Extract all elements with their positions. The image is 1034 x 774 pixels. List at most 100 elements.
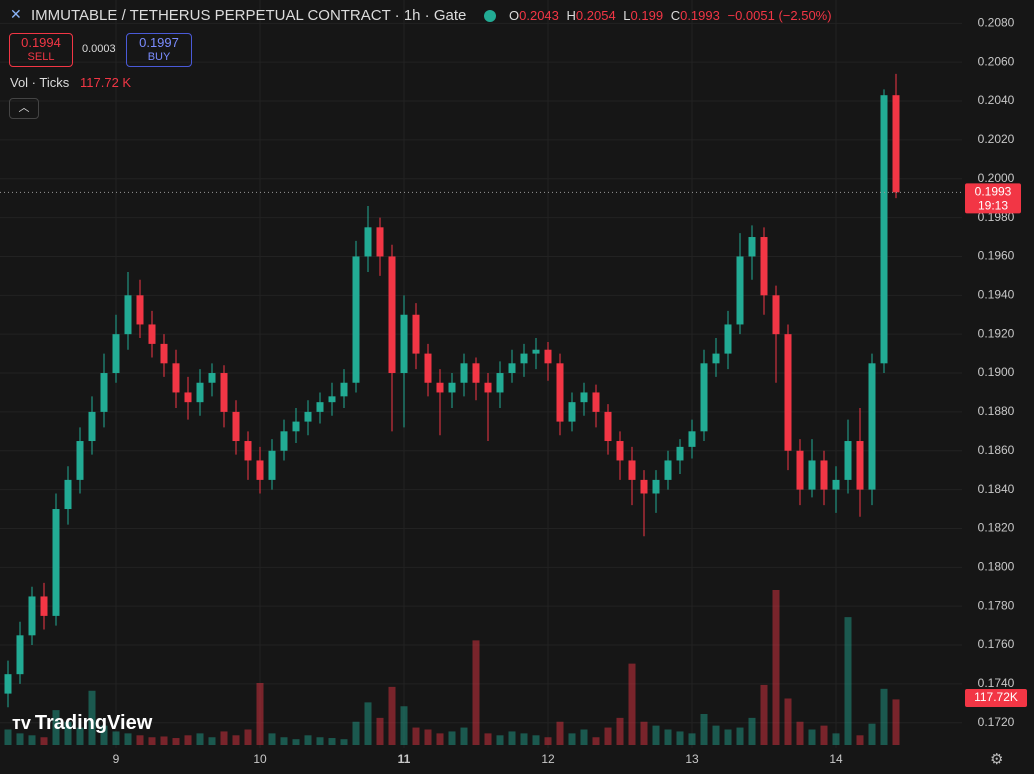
- volume-bar: [196, 733, 204, 745]
- volume-bar: [700, 714, 708, 745]
- y-tick-label: 0.1940: [978, 287, 1015, 301]
- y-tick-label: 0.1960: [978, 249, 1015, 263]
- volume-bar: [328, 738, 336, 745]
- countdown-label: 19:13: [978, 199, 1008, 213]
- y-tick-label: 0.1860: [978, 443, 1015, 457]
- candle-body: [184, 392, 192, 403]
- o-label: O: [509, 8, 520, 23]
- candle-body: [232, 411, 240, 442]
- y-tick-label: 0.1880: [978, 404, 1015, 418]
- spread: 0.0003: [82, 43, 116, 55]
- c-value: 0.1993: [680, 8, 720, 23]
- volume-bar: [652, 725, 660, 745]
- collapse-button[interactable]: ︿: [9, 98, 39, 119]
- l-value: 0.199: [630, 8, 664, 23]
- y-tick-label: 0.2000: [978, 171, 1015, 185]
- volume-bar: [376, 717, 384, 745]
- candle-body: [784, 334, 792, 451]
- volume-bar: [28, 735, 36, 745]
- indicator-value: 117.72 K: [80, 75, 132, 90]
- ohlc-values: O0.2043 H0.2054 L0.199 C0.1993 −0.0051 (…: [509, 8, 836, 23]
- volume-bar: [544, 737, 552, 745]
- y-tick-label: 0.1920: [978, 326, 1015, 340]
- x-tick-label: 9: [113, 752, 120, 766]
- candle-body: [340, 382, 348, 397]
- candle-body: [64, 479, 72, 510]
- candle-body: [820, 460, 828, 490]
- candle-body: [544, 349, 552, 364]
- volume-bar: [100, 725, 108, 745]
- candle-body: [328, 396, 336, 403]
- candle-body: [124, 295, 132, 335]
- volume-bar: [844, 617, 852, 745]
- watermark-logo: ᴛᴠ: [12, 713, 31, 733]
- volume-bar: [484, 733, 492, 745]
- volume-bar: [16, 733, 24, 745]
- volume-bar: [472, 640, 480, 745]
- sell-price: 0.1994: [21, 35, 61, 50]
- candle-body: [436, 382, 444, 393]
- buy-button[interactable]: 0.1997 BUY: [126, 33, 192, 67]
- candle-body: [448, 382, 456, 393]
- sell-button[interactable]: 0.1994 SELL: [9, 33, 73, 67]
- candle-body: [460, 363, 468, 383]
- y-tick-label: 0.1740: [978, 676, 1015, 690]
- sell-label: SELL: [27, 51, 55, 63]
- buy-price: 0.1997: [139, 35, 179, 50]
- symbol-title[interactable]: IMMUTABLE / TETHERUS PERPETUAL CONTRACT …: [31, 7, 467, 24]
- volume-bar: [748, 717, 756, 745]
- x-tick-label: 12: [541, 752, 555, 766]
- candle-body: [532, 349, 540, 354]
- y-tick-label: 0.2040: [978, 93, 1015, 107]
- candle-body: [76, 441, 84, 480]
- h-value: 0.2054: [575, 8, 616, 23]
- candle-body: [244, 441, 252, 461]
- candle-body: [100, 373, 108, 412]
- volume-bar: [712, 725, 720, 745]
- change: −0.0051 (−2.50%): [727, 8, 832, 23]
- volume-bar: [772, 590, 780, 745]
- candle-body: [568, 402, 576, 422]
- volume-badge-label: 117.72K: [974, 690, 1018, 704]
- candle-body: [40, 596, 48, 616]
- candle-body: [220, 373, 228, 412]
- x-tick-label: 10: [253, 752, 267, 766]
- volume-bar: [736, 727, 744, 745]
- watermark-text: TradingView: [34, 712, 153, 734]
- candle-body: [316, 402, 324, 412]
- volume-bar: [124, 733, 132, 745]
- settings-icon[interactable]: ⚙: [990, 751, 1004, 768]
- volume-bar: [760, 684, 768, 745]
- candle-body: [832, 479, 840, 490]
- volume-bar: [280, 737, 288, 745]
- volume-bar: [640, 721, 648, 745]
- o-value: 0.2043: [519, 8, 559, 23]
- volume-bar: [448, 731, 456, 745]
- candle-body: [28, 596, 36, 636]
- volume-bar: [364, 702, 372, 745]
- candle-body: [808, 460, 816, 490]
- candle-body: [484, 382, 492, 393]
- volume-bar: [112, 731, 120, 745]
- candle-body: [652, 479, 660, 494]
- candle-body: [796, 450, 804, 490]
- y-tick-label: 0.2020: [978, 132, 1015, 146]
- candle-body: [712, 353, 720, 364]
- volume-bar: [88, 690, 96, 745]
- volume-badge: [965, 689, 1027, 707]
- y-tick-label: 0.1760: [978, 637, 1015, 651]
- volume-bar: [160, 736, 168, 745]
- volume-bar: [292, 739, 300, 745]
- candle-body: [400, 314, 408, 374]
- candle-body: [520, 353, 528, 364]
- volume-bar: [256, 683, 264, 745]
- volume-bar: [604, 727, 612, 745]
- y-tick-label: 0.2060: [978, 54, 1015, 68]
- candle-body: [556, 363, 564, 422]
- volume-bar: [76, 727, 84, 745]
- volume-bar: [136, 735, 144, 745]
- volume-bar: [628, 663, 636, 745]
- candle-body: [172, 363, 180, 393]
- candle-body: [628, 460, 636, 480]
